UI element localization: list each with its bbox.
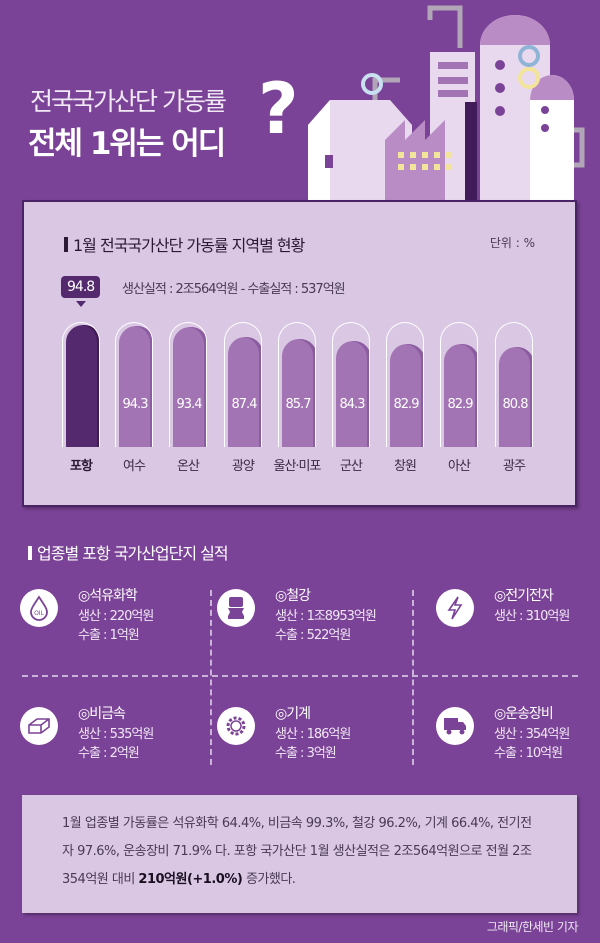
bar-3 <box>228 336 261 447</box>
value-label: 84.3 <box>339 397 366 412</box>
bar-tube: 85.7 <box>278 322 316 447</box>
value-label: 82.9 <box>447 397 474 412</box>
bar-6 <box>390 343 423 447</box>
industry-figure: 생산 : 186억원 <box>275 727 351 742</box>
industry-figure: 수출 : 1억원 <box>78 628 140 643</box>
industry-name: ◎철강 <box>275 588 311 604</box>
bar-1 <box>119 325 152 447</box>
value-label: 82.9 <box>393 397 420 412</box>
category-label: 울산·미포 <box>273 459 322 474</box>
bar-tube: 93.4 <box>169 322 207 447</box>
industry-name: ◎석유화학 <box>78 588 138 604</box>
summary-text-end: 증가했다. <box>242 872 296 887</box>
category-label: 광양 <box>232 459 255 474</box>
bar-4 <box>282 339 315 447</box>
value-label: 94.3 <box>122 397 149 412</box>
bar-0 <box>66 324 99 447</box>
gear-icon <box>217 707 255 745</box>
bar-tube: 84.3 <box>332 322 370 447</box>
industry-name: ◎전기전자 <box>494 588 554 604</box>
category-label: 온산 <box>177 459 200 474</box>
chart-title: 1월 전국국가산단 가동률 지역별 현황 <box>64 232 305 256</box>
lightning-icon <box>436 589 474 627</box>
bar-tube: 80.8 <box>495 322 533 447</box>
category-label: 포항 <box>70 459 93 474</box>
summary-box: 1월 업종별 가동률은 석유화학 64.4%, 비금속 99.3%, 철강 96… <box>22 795 577 913</box>
bar-tube <box>62 322 100 447</box>
category-label: 광주 <box>503 459 526 474</box>
industry-name: ◎비금속 <box>78 706 126 722</box>
category-label: 군산 <box>340 459 363 474</box>
category-label: 아산 <box>448 459 471 474</box>
divider <box>22 675 578 677</box>
divider <box>412 590 414 765</box>
value-label: 80.8 <box>502 397 529 412</box>
headline-line1: 전국국가산단 가동률 <box>30 87 227 116</box>
industry-figure: 생산 : 310억원 <box>494 609 570 624</box>
value-label: 87.4 <box>231 397 258 412</box>
industry-name: ◎기계 <box>275 706 311 722</box>
summary-text: 1월 업종별 가동률은 석유화학 64.4%, 비금속 99.3%, 철강 96… <box>62 816 532 887</box>
industry-figure: 수출 : 10억원 <box>494 746 563 761</box>
oil-drop-icon: OIL <box>20 589 58 627</box>
bar-tube: 94.3 <box>115 322 153 447</box>
highlight-note: 생산실적 : 2조564억원 - 수출실적 : 537억원 <box>122 282 346 297</box>
industry-figure: 수출 : 522억원 <box>275 628 351 643</box>
industry-name: ◎운송장비 <box>494 706 554 722</box>
value-label: 85.7 <box>285 397 312 412</box>
bar-2 <box>173 327 206 447</box>
category-label: 창원 <box>394 459 417 474</box>
industry-figure: 수출 : 2억원 <box>78 746 140 761</box>
question-mark-icon: ? <box>258 68 299 150</box>
svg-text:OIL: OIL <box>34 610 44 617</box>
industry-figure: 생산 : 1조8953억원 <box>275 609 377 624</box>
regional-utilization-chart: 1월 전국국가산단 가동률 지역별 현황 단위 : % 94.8 생산실적 : … <box>22 200 577 507</box>
bar-tube: 82.9 <box>386 322 424 447</box>
industry-figure: 수출 : 3억원 <box>275 746 337 761</box>
bar-7 <box>444 343 477 447</box>
credit: 그래픽/한세빈 기자 <box>486 920 579 934</box>
category-label: 여수 <box>123 459 146 474</box>
industrial-buildings-illustration <box>308 5 585 200</box>
divider <box>210 590 212 765</box>
steel-coil-icon <box>217 589 255 627</box>
bar-tube: 82.9 <box>440 322 478 447</box>
industry-figure: 생산 : 535억원 <box>78 727 154 742</box>
industry-figure: 생산 : 354억원 <box>494 727 570 742</box>
bar-5 <box>336 341 369 447</box>
industry-section-title: 업종별 포항 국가산업단지 실적 <box>28 540 229 564</box>
headline-line2: 전체 1위는 어디 <box>28 126 226 162</box>
bar-tube: 87.4 <box>224 322 262 447</box>
summary-highlight: 210억원(+1.0%) <box>138 872 243 887</box>
industry-figure: 생산 : 220억원 <box>78 609 154 624</box>
truck-icon <box>436 707 474 745</box>
bar-8 <box>499 346 532 447</box>
value-label: 93.4 <box>176 397 203 412</box>
highlight-value-badge: 94.8 <box>61 276 101 307</box>
block-icon <box>20 707 58 745</box>
chart-unit: 단위 : % <box>489 236 535 250</box>
